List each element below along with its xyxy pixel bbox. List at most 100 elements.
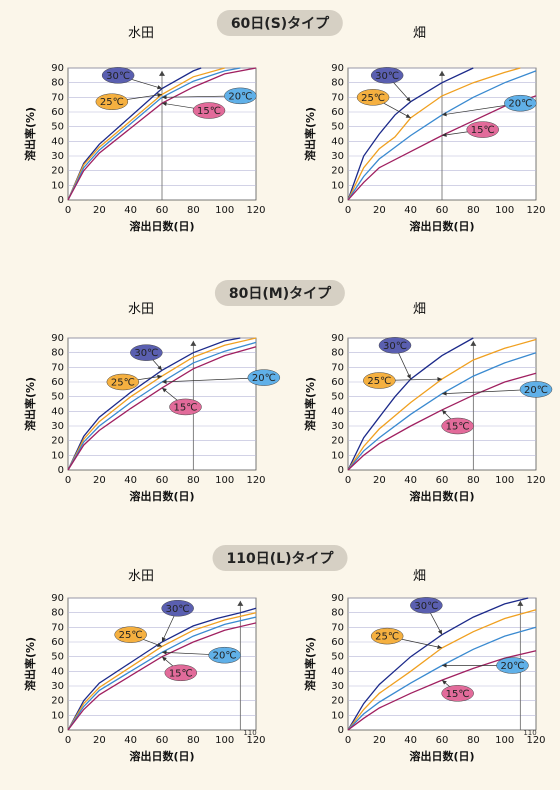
bubble-arrow xyxy=(157,365,162,371)
y-tick-label: 40 xyxy=(51,136,64,147)
y-tick-label: 0 xyxy=(338,195,344,206)
x-axis-label: 溶出日数(日) xyxy=(129,489,194,503)
x-tick-label: 80 xyxy=(467,205,480,216)
x-tick-label: 100 xyxy=(215,735,234,746)
series-label-2: 20℃ xyxy=(228,91,252,102)
bubble-arrow xyxy=(405,113,411,118)
y-tick-label: 90 xyxy=(331,333,344,344)
series-line-1 xyxy=(67,337,257,471)
y-tick-label: 60 xyxy=(51,107,64,118)
x-tick-label: 20 xyxy=(373,205,386,216)
y-tick-label: 90 xyxy=(331,63,344,74)
series-label-1: 25℃ xyxy=(367,376,391,387)
y-tick-label: 60 xyxy=(331,377,344,388)
series-bubble-0 xyxy=(370,67,404,84)
bubble-arrow xyxy=(442,663,447,668)
series-line-1 xyxy=(347,67,521,201)
bubble-arrow xyxy=(442,409,447,415)
reference-arrow xyxy=(159,70,165,76)
x-tick-label: 120 xyxy=(246,205,265,216)
bubble-arrow xyxy=(162,101,167,107)
series-label-3: 15℃ xyxy=(197,106,221,117)
y-tick-label: 10 xyxy=(51,450,64,461)
reference-arrow xyxy=(470,340,477,346)
bubble-arrow xyxy=(442,132,447,137)
x-tick-label: 80 xyxy=(187,735,200,746)
y-tick-label: 20 xyxy=(331,436,344,447)
y-tick-label: 40 xyxy=(331,136,344,147)
series-label-3: 15℃ xyxy=(169,668,193,679)
series-bubble-3 xyxy=(169,398,202,416)
x-tick-label: 80 xyxy=(467,475,480,486)
series-bubble-1 xyxy=(114,626,147,643)
y-tick-label: 50 xyxy=(51,392,64,403)
series-label-0: 30℃ xyxy=(106,71,130,82)
y-tick-label: 0 xyxy=(338,465,344,476)
series-bubble-3 xyxy=(466,121,499,138)
series-bubble-1 xyxy=(356,89,390,106)
plot-area xyxy=(67,337,257,471)
series-bubble-3 xyxy=(192,102,226,119)
chart-paddy-l: 0 10 20 30 40 50 60 70 80 90 0 20 40 60 80 100 120 溶出日数(日… xyxy=(23,593,266,763)
y-tick-label: 90 xyxy=(331,593,344,604)
x-tick-label: 120 xyxy=(246,735,265,746)
y-tick-label: 10 xyxy=(331,450,344,461)
series-label-3: 15℃ xyxy=(471,125,495,136)
y-tick-label: 50 xyxy=(331,122,344,133)
series-bubble-1 xyxy=(95,93,129,110)
series-line-3 xyxy=(67,67,257,201)
y-tick-label: 80 xyxy=(331,78,344,89)
x-axis-label: 溶出日数(日) xyxy=(409,219,474,233)
x-tick-label: 40 xyxy=(404,475,417,486)
y-tick-label: 50 xyxy=(331,392,344,403)
series-bubble-2 xyxy=(519,381,553,398)
plot-area xyxy=(347,337,537,471)
x-tick-label: 20 xyxy=(93,205,106,216)
y-axis-label: 溶出率(%) xyxy=(23,107,37,161)
y-tick-label: 40 xyxy=(331,406,344,417)
y-tick-label: 20 xyxy=(51,436,64,447)
reference-arrow xyxy=(439,70,445,76)
series-line-2 xyxy=(67,67,241,201)
x-tick-label: 100 xyxy=(215,475,234,486)
series-line-3 xyxy=(67,622,257,731)
y-axis-label: 溶出率(%) xyxy=(303,377,317,431)
section-title-s: 60日(S)タイプ xyxy=(216,10,344,36)
series-bubble-2 xyxy=(224,87,257,105)
y-tick-label: 30 xyxy=(51,681,64,692)
series-bubble-0 xyxy=(161,600,194,617)
series-line-1 xyxy=(347,338,537,471)
chart-field-s: 0 10 20 30 40 50 60 70 80 90 0 20 40 60 80 100 120 溶出日数(日… xyxy=(303,63,546,233)
y-tick-label: 70 xyxy=(331,92,344,103)
y-axis-label: 溶出率(%) xyxy=(303,107,317,161)
series-label-3: 15℃ xyxy=(446,689,470,700)
series-bubble-3 xyxy=(441,685,474,702)
series-label-1: 25℃ xyxy=(111,378,135,389)
y-tick-label: 30 xyxy=(51,151,64,162)
bubble-arrow xyxy=(162,656,167,662)
series-label-2: 20℃ xyxy=(501,661,525,672)
x-tick-label: 60 xyxy=(156,205,169,216)
caption-field-m: 畑 xyxy=(413,302,427,317)
y-tick-label: 10 xyxy=(331,180,344,191)
y-tick-label: 70 xyxy=(331,622,344,633)
y-tick-label: 70 xyxy=(51,622,64,633)
series-line-1 xyxy=(67,612,257,731)
x-tick-label: 0 xyxy=(65,735,71,746)
plot-area xyxy=(67,597,257,731)
series-label-2: 20℃ xyxy=(508,99,532,110)
x-tick-label: 40 xyxy=(124,735,137,746)
series-line-2 xyxy=(67,616,257,731)
y-tick-label: 0 xyxy=(338,725,344,736)
x-tick-label: 120 xyxy=(526,735,545,746)
reference-arrow xyxy=(517,600,524,606)
y-tick-label: 30 xyxy=(51,421,64,432)
series-label-3: 15℃ xyxy=(446,422,470,433)
bubble-arrow xyxy=(406,96,411,102)
y-tick-label: 10 xyxy=(51,180,64,191)
series-line-1 xyxy=(347,609,537,731)
reference-annotation: 110 xyxy=(243,729,256,737)
x-tick-label: 20 xyxy=(373,475,386,486)
series-line-3 xyxy=(347,95,537,201)
series-label-0: 30℃ xyxy=(166,604,190,615)
